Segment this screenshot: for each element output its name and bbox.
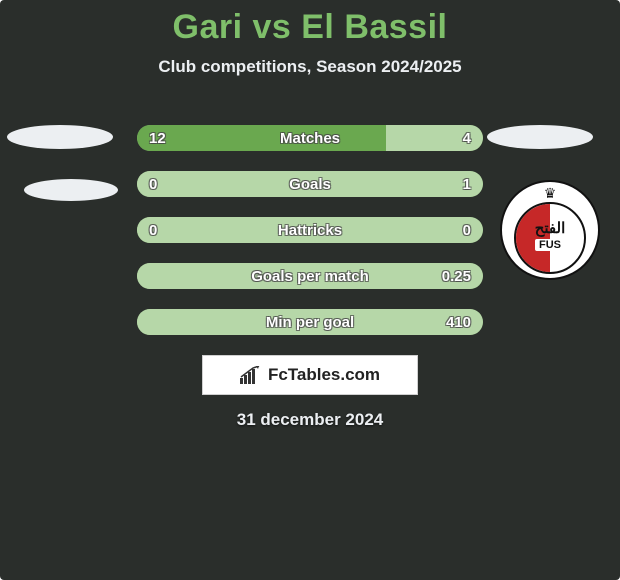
subtitle: Club competitions, Season 2024/2025 [0,57,620,77]
stat-bar-row: Matches12 4 [137,125,483,151]
stat-bar-label: Goals [137,171,483,197]
comparison-card: Gari vs El Bassil Club competitions, Sea… [0,0,620,580]
stat-bar-right-value: 0.25 [442,263,471,289]
player-left-club-placeholder [24,179,118,201]
stat-bars: Matches124Goals01Hattricks00Goals per ma… [137,125,483,355]
stat-bar-left-value: 0 [149,171,157,197]
fctables-watermark: FcTables.com [202,355,418,395]
badge-arabic-text: الفتح [535,219,566,237]
stat-bar-label: Min per goal [137,309,483,335]
stat-bar-row: Goals0 1 [137,171,483,197]
fctables-icon [240,366,262,384]
stat-bar-right-value: 1 [463,171,471,197]
badge-fus-text: FUS [535,239,565,251]
stat-bar-right-value: 410 [446,309,471,335]
stat-bar-right-value: 4 [463,125,471,151]
stat-bar-row: Hattricks0 0 [137,217,483,243]
player-left-avatar-placeholder [7,125,113,149]
stat-bar-label: Goals per match [137,263,483,289]
stat-bar-row: Min per goal410 [137,309,483,335]
fctables-label: FcTables.com [268,365,380,385]
stat-bar-label: Hattricks [137,217,483,243]
player-right-avatar-placeholder [487,125,593,149]
stat-bar-label: Matches [137,125,483,151]
badge-inner: الفتح FUS [514,202,586,274]
stat-bar-left-value: 12 [149,125,166,151]
badge-half-left [516,204,550,272]
date-text: 31 december 2024 [0,410,620,430]
club-badge-fus: ♛ الفتح FUS [500,180,600,280]
stat-bar-right-value: 0 [463,217,471,243]
stat-bar-left-value: 0 [149,217,157,243]
stat-bar-row: Goals per match0.25 [137,263,483,289]
crown-icon: ♛ [544,185,557,202]
page-title: Gari vs El Bassil [0,0,620,47]
